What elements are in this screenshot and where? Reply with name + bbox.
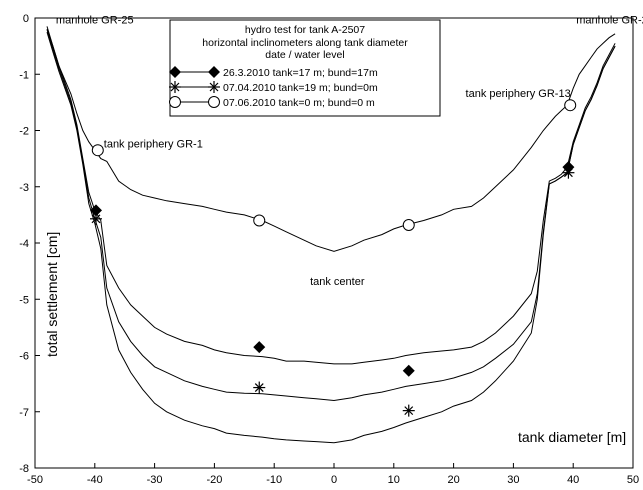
x-tick-label: -30	[147, 474, 163, 486]
annotation-label: tank periphery GR-1	[104, 138, 203, 150]
series-markers	[89, 99, 577, 417]
circle-marker	[564, 99, 577, 112]
annotation-label: manhole GR-25	[56, 15, 134, 27]
y-tick-label: 0	[23, 13, 29, 25]
x-tick-label: 0	[331, 474, 337, 486]
x-tick-label: 30	[507, 474, 519, 486]
annotation-label: manhole GR-28	[576, 15, 643, 27]
legend: hydro test for tank A-2507 horizontal in…	[169, 19, 441, 117]
asterisk-marker	[562, 166, 575, 179]
annotations: manhole GR-25 manhole GR-28 tank periphery…	[56, 15, 643, 289]
circle-marker	[402, 219, 415, 231]
circle-marker	[253, 214, 266, 227]
y-tick-label: -3	[19, 182, 29, 194]
y-tick-label: -7	[19, 407, 29, 419]
legend-entry-2-label: 07.04.2010 tank=19 m; bund=0m	[223, 82, 378, 94]
legend-diamond-left	[169, 66, 181, 78]
legend-circle-right	[208, 96, 220, 108]
legend-diamond-right	[208, 66, 220, 78]
y-tick-label: -2	[19, 126, 29, 138]
legend-entry-3-label: 07.06.2010 tank=0 m; bund=0 m	[223, 97, 375, 109]
legend-asterisk-left	[169, 81, 181, 93]
asterisk-marker	[89, 212, 102, 225]
legend-title-line-2: horizontal inclinometers along tank diam…	[202, 37, 408, 49]
x-tick-label: 10	[388, 474, 400, 486]
annotation-label: tank periphery GR-13	[466, 88, 571, 100]
legend-entry-1-label: 26.3.2010 tank=17 m; bund=17m	[223, 67, 378, 79]
annotation-label: tank center	[310, 276, 365, 288]
legend-asterisk-right	[208, 81, 220, 93]
axis-ticks: -50 -40 -30 -20 -10 0 10 20 30 40 50 0 -1 -2 -3 -4 -5 -6 -…	[19, 13, 639, 486]
legend-circle-left	[169, 96, 181, 108]
x-axis-title: tank diameter [m]	[518, 429, 626, 445]
circle-marker	[91, 144, 104, 157]
y-tick-label: -1	[19, 69, 29, 81]
x-tick-label: -40	[87, 474, 103, 486]
diamond-marker	[89, 204, 102, 217]
legend-title-line-1: hydro test for tank A-2507	[245, 24, 365, 36]
y-tick-label: -6	[19, 351, 29, 363]
legend-title-line-3: date / water level	[265, 49, 344, 61]
x-tick-label: 40	[567, 474, 579, 486]
x-tick-label: -20	[206, 474, 222, 486]
x-tick-label: -10	[266, 474, 282, 486]
asterisk-marker	[253, 381, 266, 394]
y-tick-label: -8	[19, 463, 29, 475]
x-tick-label: 20	[447, 474, 459, 486]
asterisk-marker	[402, 404, 415, 417]
y-axis-title: total settlement [cm]	[44, 232, 60, 357]
x-tick-label: 50	[627, 474, 639, 486]
diamond-marker	[253, 341, 266, 354]
y-tick-label: -5	[19, 294, 29, 306]
series-line-3	[46, 31, 616, 444]
x-tick-label: -50	[27, 474, 43, 486]
diamond-marker	[402, 364, 415, 377]
y-tick-label: -4	[19, 238, 29, 250]
